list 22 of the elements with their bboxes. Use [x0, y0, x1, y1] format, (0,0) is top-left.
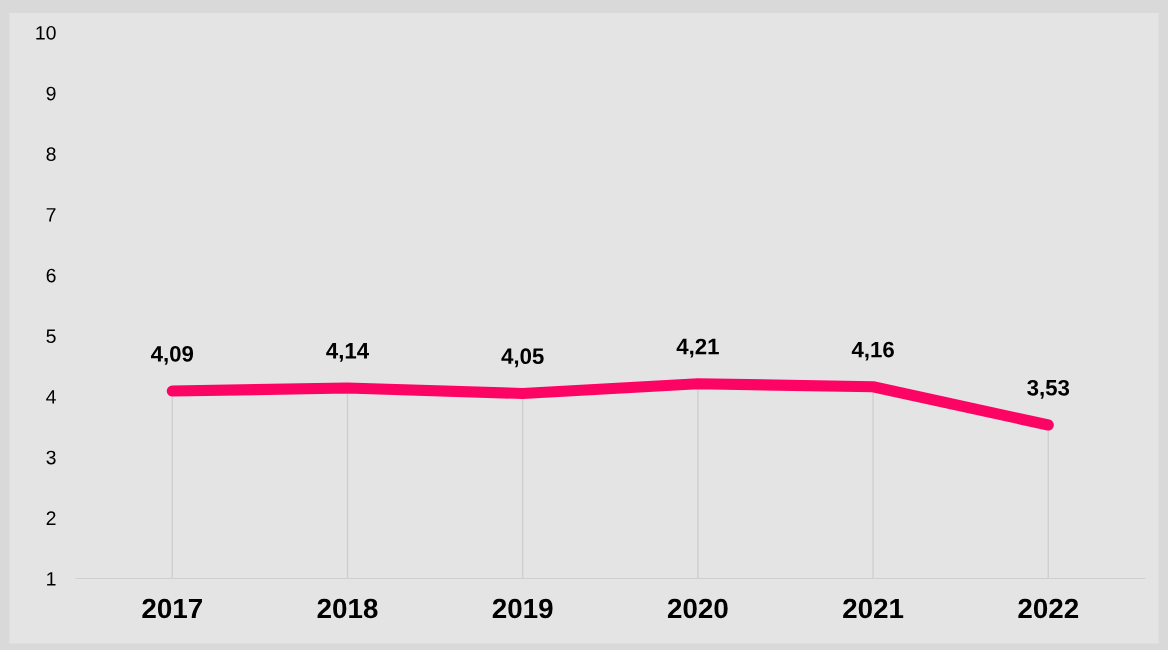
x-tick-label: 2019: [492, 598, 553, 619]
x-tick-label: 2022: [1018, 598, 1079, 619]
data-label: 4,05: [501, 348, 544, 368]
data-label: 4,09: [150, 345, 194, 365]
y-tick-label: 8: [46, 147, 56, 162]
x-tick-label: 2017: [142, 598, 202, 619]
data-label: 4,14: [326, 343, 369, 362]
y-tick-label: 10: [36, 25, 56, 40]
y-tick-label: 1: [47, 572, 56, 586]
y-tick-label: 7: [46, 208, 56, 222]
y-tick-label: 5: [46, 329, 56, 344]
data-label: 4,16: [851, 341, 894, 361]
y-tick-label: 6: [46, 268, 56, 283]
x-tick-label: 2021: [843, 598, 904, 619]
y-tick-label: 3: [46, 450, 56, 465]
y-tick-label: 2: [46, 511, 56, 525]
x-tick-label: 2018: [317, 598, 378, 619]
y-tick-label: 4: [46, 390, 56, 404]
y-tick-label: 9: [46, 86, 56, 101]
x-tick-label: 2020: [667, 598, 728, 619]
data-label: 4,21: [676, 338, 719, 358]
data-label: 3,53: [1027, 379, 1070, 399]
